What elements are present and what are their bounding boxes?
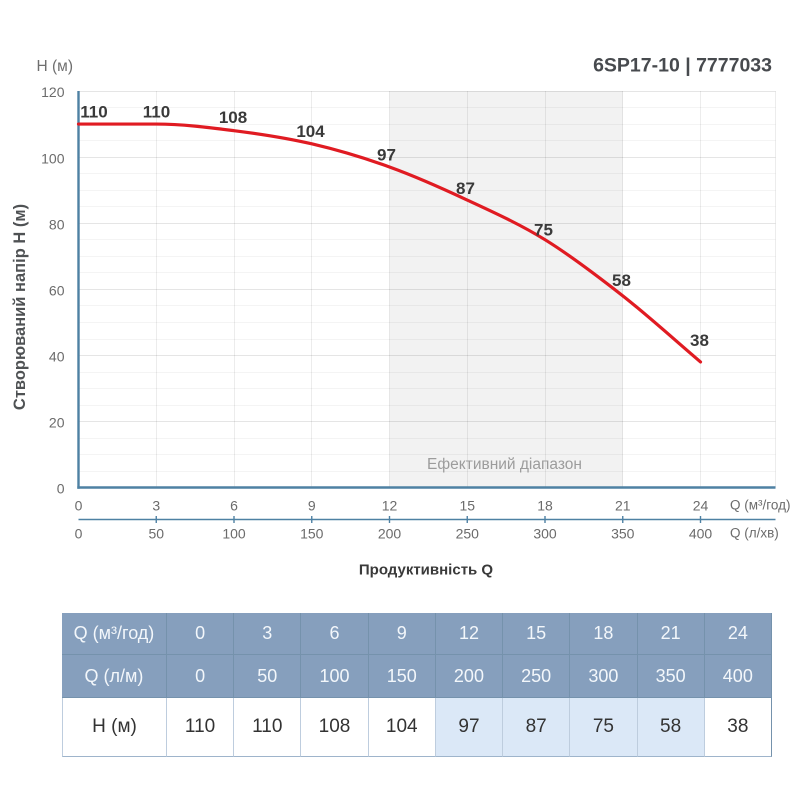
svg-text:6SP17-10 | 7777033: 6SP17-10 | 7777033 [593,55,772,77]
svg-text:400: 400 [689,526,713,542]
svg-text:21: 21 [615,498,631,514]
svg-text:110: 110 [80,103,107,122]
svg-text:20: 20 [49,415,65,431]
svg-text:9: 9 [308,498,316,514]
svg-text:0: 0 [75,526,83,542]
svg-text:18: 18 [537,498,553,514]
svg-text:38: 38 [690,331,709,350]
svg-text:300: 300 [533,526,557,542]
svg-text:60: 60 [49,283,65,299]
svg-text:15: 15 [459,498,475,514]
svg-text:Продуктивність Q: Продуктивність Q [359,562,494,579]
svg-text:3: 3 [152,498,160,514]
svg-text:250: 250 [456,526,480,542]
svg-text:110: 110 [143,103,170,122]
svg-text:12: 12 [382,498,398,514]
svg-text:0: 0 [75,498,83,514]
svg-text:75: 75 [534,221,553,240]
svg-text:100: 100 [222,526,246,542]
svg-text:Q (л/хв): Q (л/хв) [730,526,779,541]
svg-text:50: 50 [148,526,164,542]
svg-text:200: 200 [378,526,402,542]
svg-text:108: 108 [219,108,247,127]
svg-text:97: 97 [377,146,396,165]
svg-text:0: 0 [57,481,65,497]
svg-text:Q (м³/год): Q (м³/год) [730,498,791,513]
svg-text:120: 120 [41,84,65,100]
svg-text:40: 40 [49,349,65,365]
svg-text:H (м): H (м) [37,58,73,75]
svg-text:58: 58 [612,271,631,290]
svg-text:350: 350 [611,526,635,542]
svg-text:150: 150 [300,526,324,542]
svg-text:87: 87 [456,179,475,198]
svg-text:100: 100 [41,151,65,167]
svg-text:104: 104 [296,122,325,141]
svg-text:Ефективний діапазон: Ефективний діапазон [427,456,582,473]
svg-text:80: 80 [49,217,65,233]
svg-text:Створюваний напір H (м): Створюваний напір H (м) [11,204,29,410]
svg-text:6: 6 [230,498,238,514]
svg-text:24: 24 [693,498,709,514]
